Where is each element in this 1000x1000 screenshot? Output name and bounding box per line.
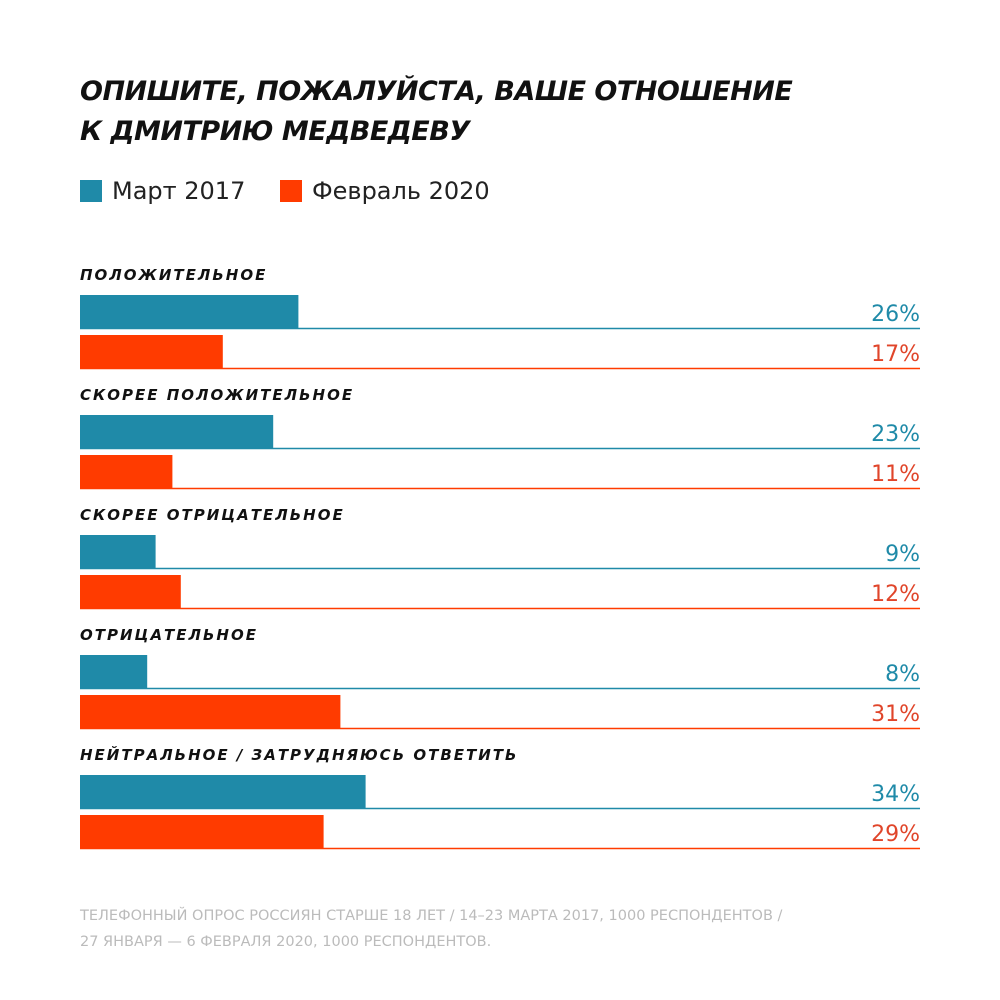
value-label: 34% — [871, 782, 920, 807]
footnote: ТЕЛЕФОННЫЙ ОПРОС РОССИЯН СТАРШЕ 18 ЛЕТ /… — [79, 906, 783, 924]
bar — [80, 775, 366, 809]
value-label: 11% — [871, 462, 920, 487]
legend-swatch — [280, 180, 302, 202]
value-label: 31% — [871, 702, 920, 727]
category-label: ПОЛОЖИТЕЛЬНОЕ — [80, 266, 267, 284]
bar — [80, 575, 181, 609]
value-label: 23% — [871, 422, 920, 447]
value-label: 8% — [885, 662, 920, 687]
value-label: 12% — [871, 582, 920, 607]
value-label: 29% — [871, 822, 920, 847]
legend-swatch — [80, 180, 102, 202]
category-label: НЕЙТРАЛЬНОЕ / ЗАТРУДНЯЮСЬ ОТВЕТИТЬ — [80, 745, 518, 764]
bar — [80, 335, 223, 369]
bar — [80, 455, 173, 489]
bar — [80, 815, 324, 849]
chart-title: ОПИШИТЕ, ПОЖАЛУЙСТА, ВАШЕ ОТНОШЕНИЕ — [80, 75, 793, 107]
legend-label: Март 2017 — [112, 177, 245, 205]
category-label: ОТРИЦАТЕЛЬНОЕ — [80, 626, 258, 644]
legend-label: Февраль 2020 — [312, 177, 490, 205]
chart-title: К ДМИТРИЮ МЕДВЕДЕВУ — [80, 116, 471, 147]
bar — [80, 415, 274, 449]
bar — [80, 295, 299, 329]
category-label: СКОРЕЕ ОТРИЦАТЕЛЬНОЕ — [80, 506, 345, 524]
value-label: 9% — [885, 542, 920, 567]
footnote: 27 ЯНВАРЯ — 6 ФЕВРАЛЯ 2020, 1000 РЕСПОНД… — [80, 934, 491, 950]
bar — [80, 535, 156, 569]
category-label: СКОРЕЕ ПОЛОЖИТЕЛЬНОЕ — [80, 386, 354, 404]
bar — [80, 695, 341, 729]
bar — [80, 655, 148, 689]
value-label: 17% — [871, 342, 920, 367]
value-label: 26% — [871, 302, 920, 327]
